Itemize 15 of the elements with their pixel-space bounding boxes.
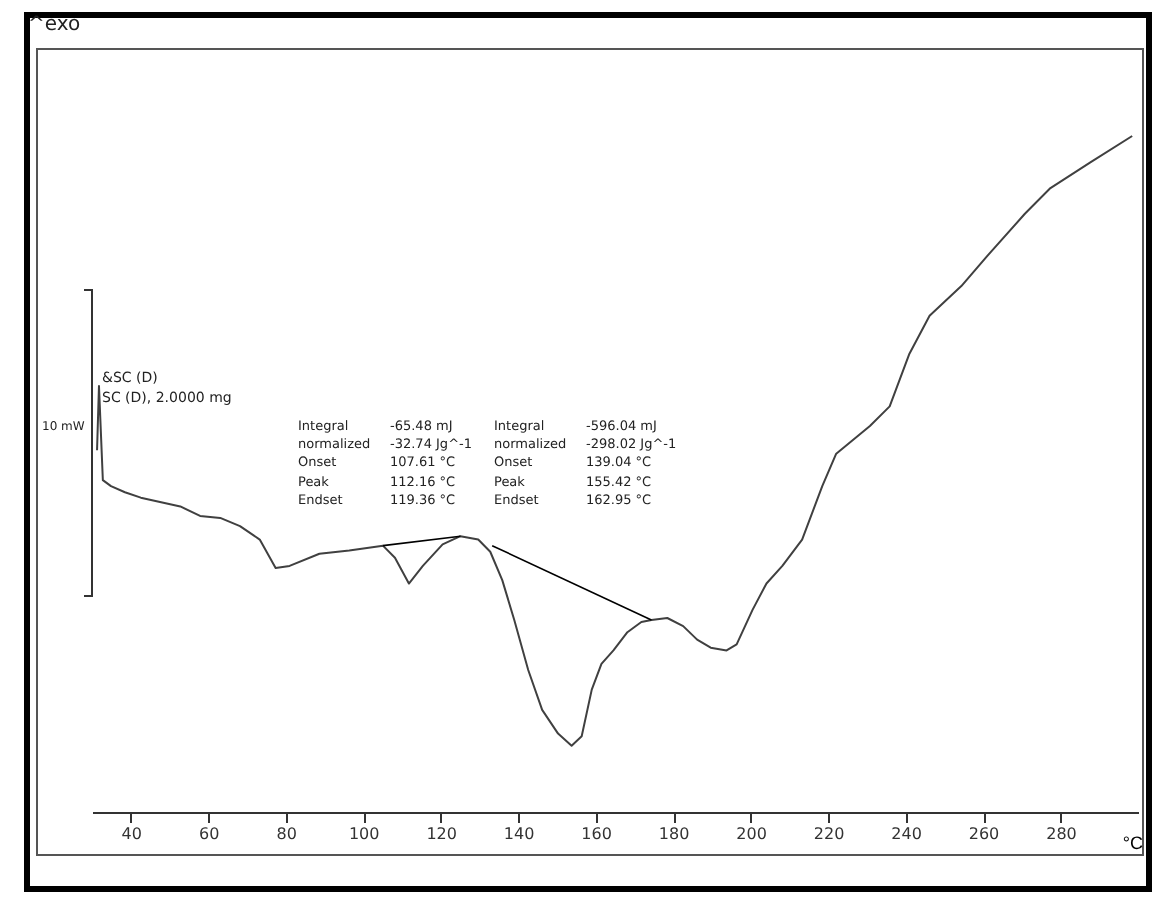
x-tick-label: 220 <box>813 825 845 843</box>
x-tick-label: 280 <box>1046 825 1077 843</box>
x-tick-label: 240 <box>891 825 922 843</box>
x-axis-title: °C <box>1122 833 1144 853</box>
x-tick-label: 160 <box>581 825 612 843</box>
x-tick-label: 180 <box>658 825 690 843</box>
x-tick-label: 100 <box>348 825 380 843</box>
x-tick-label: 40 <box>121 825 142 843</box>
x-tick-label: 140 <box>503 825 535 843</box>
x-tick-label: 80 <box>276 825 297 843</box>
text: ^exo <box>28 14 81 36</box>
x-tick-label: 200 <box>736 825 767 843</box>
x-tick-label: 260 <box>968 825 1000 843</box>
x-tick-label: 120 <box>426 825 457 843</box>
x-tick-label: 60 <box>199 825 220 843</box>
